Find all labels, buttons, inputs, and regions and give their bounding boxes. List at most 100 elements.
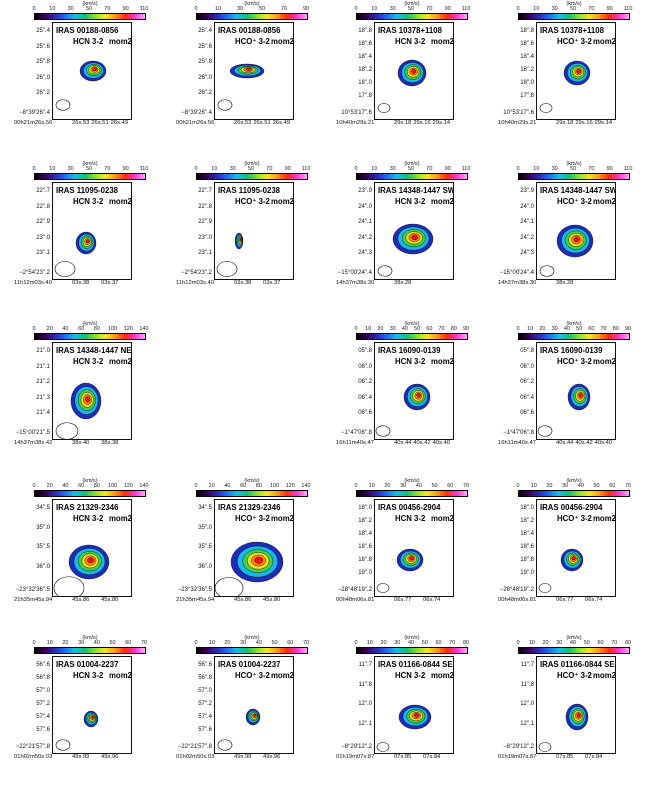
- dec-tick-label: 06".2: [520, 379, 534, 386]
- colorbar-unit-label: (km/s): [82, 161, 98, 167]
- source-name: IRAS 00188-0856: [56, 26, 119, 35]
- ra-tick-label: 14h37m38s.30: [498, 280, 537, 286]
- ra-tick-label: 40s.42: [413, 440, 431, 446]
- dec-tick-label: 18".2: [520, 518, 534, 524]
- colorbar-tick-label: 70: [426, 166, 433, 172]
- colorbar-ticks: 0 20 40 60 80 100 120 140: [32, 326, 148, 333]
- colorbar-tick-label: 50: [258, 6, 266, 12]
- line-name: HCO⁺ 3-2: [235, 514, 270, 523]
- map-frame: IRAS 10378+1108 HCN 3-2 mom2: [374, 22, 454, 120]
- dec-tick-label: 12".1: [358, 720, 372, 727]
- colorbar-tick-label: 110: [461, 166, 471, 172]
- dec-tick-label: 35".0: [36, 524, 50, 531]
- colorbar: [34, 647, 146, 654]
- moment-label: mom2: [593, 671, 616, 680]
- beam-ellipse: [538, 742, 552, 752]
- dec-tick-label: 22".9: [198, 219, 212, 226]
- ra-tick-label: 01h19m07s.87: [336, 754, 375, 760]
- colorbar-tick-label: 90: [444, 166, 451, 172]
- colorbar-tick-label: 110: [461, 6, 471, 12]
- colorbar-tick-label: 20: [546, 483, 553, 489]
- ra-tick-label: 01h02m50s.03: [14, 754, 53, 760]
- colorbar-tick-label: 70: [588, 6, 595, 12]
- dec-tick-label: 34".5: [36, 505, 50, 511]
- colorbar-tick-label: 80: [255, 483, 262, 489]
- beam-ellipse: [55, 422, 79, 439]
- map-panel: (km/s) 0 20 40 60 80 100 120 140 IRAS 21329-2346 H…: [162, 477, 320, 634]
- dec-tick-label: 25".4: [198, 28, 212, 34]
- dec-origin-label: 10°53'17".6: [503, 110, 534, 116]
- dec-origin-label: −15°00'24".4: [337, 270, 372, 276]
- ra-tick-label: 40s.44: [556, 440, 574, 446]
- dec-tick-label: 26".2: [198, 90, 212, 97]
- colorbar-tick-label: 50: [85, 166, 93, 172]
- colorbar-unit-label: (km/s): [244, 635, 260, 641]
- colorbar-tick-label: 90: [606, 166, 613, 172]
- dec-tick-label: 57".4: [36, 714, 50, 720]
- source-name: IRAS 01166-0844 SE: [540, 660, 615, 669]
- dec-tick-label: 19".0: [358, 570, 372, 576]
- beam-ellipse: [376, 583, 390, 593]
- dec-tick-label: 06".2: [358, 379, 372, 386]
- source-name: IRAS 11095-0238: [56, 186, 118, 195]
- colorbar-tick-label: 60: [588, 326, 595, 332]
- colorbar-tick-label: 50: [414, 326, 421, 332]
- moment2-map: [215, 541, 284, 596]
- dec-tick-label: 18".6: [520, 41, 534, 47]
- colorbar-unit-label: (km/s): [82, 321, 98, 327]
- colorbar-tick-label: 50: [569, 166, 577, 172]
- colorbar-tick-label: 70: [266, 166, 273, 172]
- beam-ellipse: [217, 739, 233, 751]
- colorbar-tick-label: 40: [401, 326, 408, 332]
- ra-tick-label: 11h12m03s.40: [14, 280, 52, 286]
- dec-tick-label: 06".6: [358, 410, 372, 417]
- dec-tick-label: 06".0: [520, 363, 534, 370]
- dec-tick-label: 57".0: [36, 688, 50, 694]
- moment-label: mom2: [109, 37, 132, 46]
- line-name: HCO⁺ 3-2: [557, 671, 592, 680]
- dec-tick-label: 21".1: [36, 363, 50, 370]
- colorbar-tick-label: 90: [444, 6, 451, 12]
- dec-tick-label: 18".8: [520, 557, 534, 563]
- ra-tick-label: 29s.14: [594, 120, 613, 126]
- colorbar-tick-label: 0: [32, 6, 36, 12]
- ra-tick-label: 14h37m38s.42: [14, 440, 53, 446]
- ra-tick-label: 29s.18: [556, 120, 574, 126]
- colorbar: [34, 173, 146, 180]
- source-name: IRAS 10378+1108: [378, 26, 442, 35]
- colorbar-tick-label: 30: [229, 166, 236, 172]
- map-frame: IRAS 14348-1447 SW HCN 3-2 mom2: [374, 182, 454, 280]
- colorbar-tick-label: 0: [32, 640, 36, 646]
- map-panel: (km/s) 0 10 30 50 70 90 110 IRAS 14348-1447 SW HC…: [322, 160, 480, 317]
- colorbar-ticks: 0 10 20 30 40 50 60 70 80: [354, 640, 469, 647]
- line-name: HCN 3-2: [395, 514, 426, 523]
- map-panel: (km/s) 0 10 30 50 70 90 110 IRAS 10378+1108 HCO⁺ …: [484, 0, 642, 157]
- beam-ellipse: [53, 576, 85, 596]
- colorbar-tick-label: 110: [301, 166, 311, 172]
- line-name: HCO⁺ 3-2: [235, 37, 270, 46]
- map-panel: (km/s) 0 10 30 50 70 90 IRAS 00188-0856 HCO⁺ 3-2…: [162, 0, 320, 157]
- dec-tick-label: 25".8: [36, 59, 50, 66]
- moment-label: mom2: [593, 37, 616, 46]
- colorbar-tick-label: 70: [438, 326, 445, 332]
- colorbar-tick-label: 0: [354, 640, 358, 646]
- map-panel: (km/s) 0 10 30 50 70 90 110 IRAS 11095-0238 HCN 3…: [0, 160, 158, 317]
- colorbar-tick-label: 90: [284, 166, 291, 172]
- dec-origin-label: −22°21'57".8: [15, 744, 50, 750]
- moment2-map: [55, 60, 107, 111]
- dec-origin-label: −23°32'36".5: [15, 587, 50, 593]
- map-frame: IRAS 01004-2237 HCN 3-2 mom2: [52, 656, 132, 754]
- colorbar-tick-label: 40: [569, 640, 577, 646]
- ra-tick-label: 00h48m06s.81: [336, 597, 375, 603]
- colorbar-tick-label: 0: [32, 166, 36, 172]
- dec-tick-label: 23".1: [36, 250, 50, 257]
- moment2-map: [55, 710, 99, 751]
- dec-tick-label: 24".3: [520, 250, 534, 257]
- colorbar-tick-label: 0: [516, 483, 520, 489]
- dec-tick-label: 18".8: [358, 557, 372, 563]
- map-panel: (km/s) 0 10 20 30 40 50 60 70 80 IRAS 01166-0844 S…: [484, 634, 642, 791]
- colorbar-unit-label: (km/s): [566, 161, 582, 167]
- beam-ellipse: [375, 425, 391, 437]
- colorbar-tick-label: 20: [384, 483, 391, 489]
- beam-ellipse: [55, 739, 71, 751]
